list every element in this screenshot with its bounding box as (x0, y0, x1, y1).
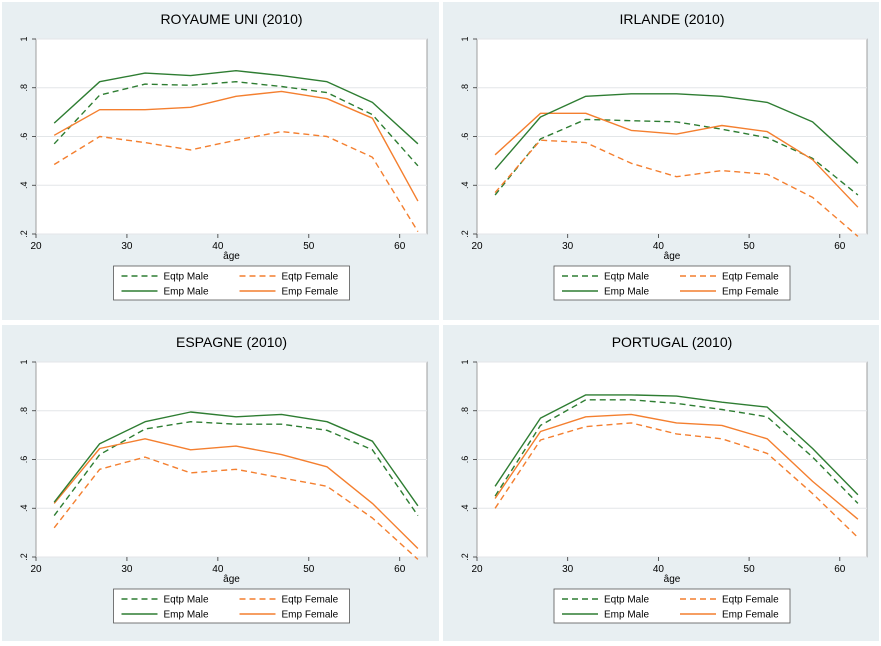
x-tick-label: 40 (212, 241, 224, 252)
chart-svg: IRLANDE (2010) .2 .4 .6 .8 1 20 30 40 50 60 âge Eqtp… (460, 11, 868, 301)
legend-label: Eqtp Male (604, 272, 649, 283)
x-tick-label: 50 (744, 241, 756, 252)
y-tick-label: .2 (19, 230, 29, 238)
series-line-eqtp-female (494, 139, 859, 237)
x-tick-label: 50 (744, 564, 756, 575)
y-tick-label: .6 (460, 456, 470, 464)
series-line-eqtp-male (494, 118, 859, 196)
legend-box (113, 265, 350, 301)
chart-panel-portugal: PORTUGAL (2010) .2 .4 .6 .8 1 20 30 40 50 60 âge Eqt… (443, 325, 879, 641)
x-tick-label: 20 (30, 241, 42, 252)
x-axis-label: âge (664, 574, 681, 585)
x-tick-label: 40 (212, 564, 224, 575)
x-tick-label: 50 (303, 564, 315, 575)
chart-title: IRLANDE (2010) (619, 11, 724, 27)
y-tick-label: .4 (460, 504, 470, 512)
y-tick-label: .6 (460, 133, 470, 141)
legend-label: Emp Female (282, 287, 339, 298)
y-tick-label: .8 (460, 84, 470, 92)
series-line-emp-male (53, 69, 419, 145)
legend-box (553, 588, 791, 624)
legend-label: Eqtp Male (164, 272, 209, 283)
chart-panel-espagne: ESPAGNE (2010) .2 .4 .6 .8 1 20 30 40 50 60 âge Eqtp… (2, 325, 439, 641)
chart-title: ESPAGNE (2010) (176, 334, 287, 350)
x-axis-label: âge (664, 251, 681, 262)
series-line-emp-male (53, 411, 419, 507)
x-tick-label: 40 (653, 241, 665, 252)
legend-label: Eqtp Female (282, 272, 339, 283)
legend-box (113, 588, 350, 624)
x-tick-label: 60 (834, 241, 846, 252)
series-line-emp-female (494, 413, 859, 520)
y-tick-label: .6 (19, 133, 29, 141)
legend-label: Eqtp Male (164, 595, 209, 606)
legend-label: Emp Female (722, 610, 779, 621)
series-line-emp-male (494, 394, 859, 496)
series-line-eqtp-female (494, 422, 859, 539)
x-tick-label: 40 (653, 564, 665, 575)
x-tick-label: 50 (303, 241, 315, 252)
legend-label: Emp Male (604, 610, 649, 621)
x-tick-label: 30 (562, 564, 574, 575)
x-tick-label: 30 (121, 564, 133, 575)
series-line-eqtp-male (53, 80, 419, 167)
legend-label: Eqtp Female (722, 272, 779, 283)
y-tick-label: .4 (19, 504, 29, 512)
x-tick-label: 20 (471, 564, 483, 575)
y-tick-label: 1 (19, 36, 29, 41)
x-tick-label: 60 (834, 564, 846, 575)
y-tick-label: 1 (19, 359, 29, 364)
legend-label: Eqtp Female (282, 595, 339, 606)
x-tick-label: 20 (471, 241, 483, 252)
legend-label: Emp Female (282, 610, 339, 621)
chart-svg: ROYAUME UNI (2010) .2 .4 .6 .8 1 20 30 40 50 60 âge… (19, 11, 428, 301)
chart-title: ROYAUME UNI (2010) (160, 11, 302, 27)
y-tick-label: .2 (19, 553, 29, 561)
chart-svg: ESPAGNE (2010) .2 .4 .6 .8 1 20 30 40 50 60 âge Eqtp… (19, 334, 428, 624)
x-tick-label: 30 (121, 241, 133, 252)
x-tick-label: 60 (394, 241, 406, 252)
legend-label: Eqtp Female (722, 595, 779, 606)
series-line-emp-female (494, 112, 859, 208)
x-tick-label: 60 (394, 564, 406, 575)
legend-label: Emp Male (604, 287, 649, 298)
series-line-emp-female (53, 90, 419, 202)
y-tick-label: .8 (19, 84, 29, 92)
legend-box (553, 265, 791, 301)
legend-label: Eqtp Male (604, 595, 649, 606)
y-tick-label: .2 (460, 553, 470, 561)
series-line-emp-male (494, 93, 859, 170)
series-line-eqtp-male (53, 420, 419, 517)
y-tick-label: 1 (460, 36, 470, 41)
series-line-eqtp-male (494, 399, 859, 504)
x-tick-label: 30 (562, 241, 574, 252)
y-tick-label: .6 (19, 456, 29, 464)
x-tick-label: 20 (30, 564, 42, 575)
x-axis-label: âge (223, 251, 240, 262)
series-line-eqtp-female (53, 456, 419, 560)
chart-panel-irlande: IRLANDE (2010) .2 .4 .6 .8 1 20 30 40 50 60 âge Eqtp… (443, 2, 879, 320)
y-tick-label: .2 (460, 230, 470, 238)
y-tick-label: .4 (19, 181, 29, 189)
series-line-eqtp-female (53, 130, 419, 232)
legend-label: Emp Male (164, 610, 209, 621)
series-line-emp-female (53, 438, 419, 549)
x-axis-label: âge (223, 574, 240, 585)
y-tick-label: .8 (19, 407, 29, 415)
y-tick-label: .8 (460, 407, 470, 415)
chart-title: PORTUGAL (2010) (612, 334, 733, 350)
y-tick-label: 1 (460, 359, 470, 364)
chart-svg: PORTUGAL (2010) .2 .4 .6 .8 1 20 30 40 50 60 âge Eqt… (460, 334, 868, 624)
legend-label: Emp Female (722, 287, 779, 298)
y-tick-label: .4 (460, 181, 470, 189)
legend-label: Emp Male (164, 287, 209, 298)
chart-panel-royaume-uni: ROYAUME UNI (2010) .2 .4 .6 .8 1 20 30 40 50 60 âge… (2, 2, 439, 320)
